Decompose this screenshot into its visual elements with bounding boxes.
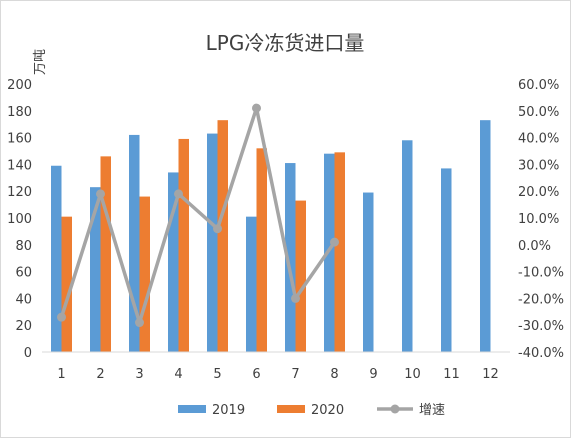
y-tick-label: 20 bbox=[15, 319, 32, 334]
legend-label: 2020 bbox=[311, 403, 344, 418]
y-axis-ticks: 0 20 40 60 80 100 120 140 160 180 200 bbox=[7, 78, 32, 361]
x-tick-label: 6 bbox=[252, 367, 260, 382]
y-tick-label: 140 bbox=[7, 158, 32, 173]
y-tick-label: 160 bbox=[7, 132, 32, 147]
bar-2019 bbox=[285, 163, 296, 352]
legend-swatch-2019 bbox=[178, 405, 206, 413]
growth-point bbox=[174, 189, 183, 199]
y-tick-label: 100 bbox=[7, 212, 32, 227]
bar-2020 bbox=[217, 120, 228, 353]
legend-swatch-2020 bbox=[277, 405, 305, 413]
chart-title: LPG冷冻货进口量 bbox=[206, 31, 365, 55]
y2-tick-label: -30.0% bbox=[518, 319, 564, 334]
y2-tick-label: 30.0% bbox=[518, 158, 559, 173]
y2-tick-label: 40.0% bbox=[518, 132, 559, 147]
bar-2019 bbox=[207, 133, 218, 352]
bar-2020 bbox=[61, 216, 72, 352]
bars bbox=[51, 120, 491, 353]
x-tick-label: 8 bbox=[330, 367, 338, 382]
x-tick-label: 11 bbox=[443, 367, 460, 382]
bar-2019 bbox=[90, 187, 101, 352]
y-axis-label: 万吨 bbox=[33, 49, 48, 75]
x-axis-ticks: 1 2 3 4 5 6 7 8 9 10 11 12 bbox=[57, 367, 498, 382]
bar-2019 bbox=[402, 140, 413, 352]
y-tick-label: 120 bbox=[7, 185, 32, 200]
x-tick-label: 2 bbox=[96, 367, 104, 382]
y2-tick-label: 60.0% bbox=[518, 78, 559, 93]
bar-2019 bbox=[246, 216, 257, 352]
bar-2019 bbox=[441, 168, 452, 352]
legend-label: 增速 bbox=[419, 403, 445, 418]
legend-swatch-marker bbox=[390, 404, 400, 414]
y2-tick-label: 50.0% bbox=[518, 105, 559, 120]
y2-tick-label: -20.0% bbox=[518, 292, 564, 307]
bar-2019 bbox=[51, 165, 62, 352]
growth-point bbox=[291, 293, 300, 303]
growth-point bbox=[252, 103, 261, 113]
y-tick-label: 200 bbox=[7, 78, 32, 93]
y2-tick-label: 10.0% bbox=[518, 212, 559, 227]
bar-2020 bbox=[139, 196, 150, 352]
bar-2019 bbox=[129, 134, 140, 352]
bar-2019 bbox=[324, 153, 335, 352]
bar-2019 bbox=[363, 192, 374, 352]
growth-line bbox=[59, 106, 336, 325]
growth-point bbox=[213, 224, 222, 234]
x-tick-label: 9 bbox=[369, 367, 377, 382]
y2-tick-label: -10.0% bbox=[518, 266, 564, 281]
x-tick-label: 10 bbox=[404, 367, 421, 382]
y-tick-label: 0 bbox=[24, 346, 32, 361]
growth-point bbox=[57, 312, 66, 322]
x-tick-label: 5 bbox=[213, 367, 221, 382]
y-tick-label: 180 bbox=[7, 105, 32, 120]
y2-tick-label: 0.0% bbox=[518, 239, 551, 254]
y-tick-label: 80 bbox=[15, 239, 32, 254]
x-tick-label: 12 bbox=[482, 367, 499, 382]
bar-2020 bbox=[100, 156, 111, 352]
growth-point bbox=[330, 237, 339, 247]
bar-2020 bbox=[334, 152, 345, 352]
x-tick-label: 3 bbox=[135, 367, 143, 382]
bar-2020 bbox=[295, 200, 306, 352]
bar-2020 bbox=[256, 148, 267, 352]
growth-point bbox=[135, 318, 144, 328]
y2-tick-label: 20.0% bbox=[518, 185, 559, 200]
growth-point bbox=[96, 189, 105, 199]
y2-axis-ticks: -40.0% -30.0% -20.0% -10.0% 0.0% 10.0% 20.0% 30… bbox=[518, 78, 564, 361]
y-tick-label: 60 bbox=[15, 266, 32, 281]
x-tick-label: 7 bbox=[291, 367, 299, 382]
bar-2020 bbox=[178, 138, 189, 352]
bar-2019 bbox=[168, 172, 179, 352]
legend: 2019 2020 增速 bbox=[178, 403, 445, 418]
x-tick-label: 4 bbox=[174, 367, 182, 382]
legend-label: 2019 bbox=[212, 403, 245, 418]
x-tick-label: 1 bbox=[57, 367, 65, 382]
bar-2019 bbox=[480, 120, 491, 353]
y2-tick-label: -40.0% bbox=[518, 346, 564, 361]
y-tick-label: 40 bbox=[15, 292, 32, 307]
growth-line-series bbox=[57, 103, 339, 328]
